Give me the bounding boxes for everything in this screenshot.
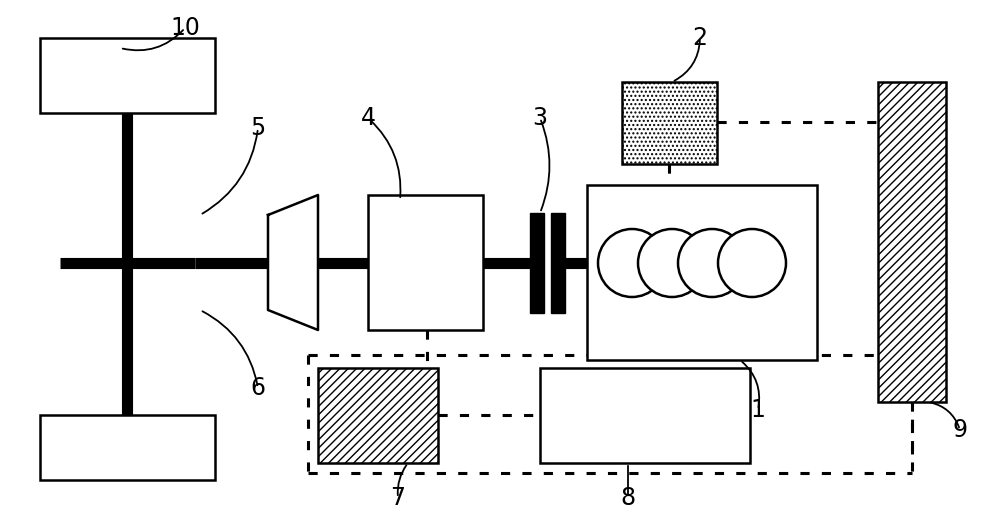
Bar xyxy=(622,82,717,164)
Polygon shape xyxy=(268,195,318,330)
Text: 1: 1 xyxy=(751,398,765,422)
Circle shape xyxy=(598,229,666,297)
Bar xyxy=(318,368,438,463)
Bar xyxy=(530,213,544,313)
Bar xyxy=(878,82,946,402)
Bar xyxy=(551,213,565,313)
Text: 3: 3 xyxy=(532,106,548,130)
Circle shape xyxy=(718,229,786,297)
Bar xyxy=(587,185,817,360)
Text: 8: 8 xyxy=(620,486,636,510)
Text: 2: 2 xyxy=(692,26,708,50)
Text: 9: 9 xyxy=(952,418,968,442)
Circle shape xyxy=(638,229,706,297)
Bar xyxy=(40,415,215,480)
Bar xyxy=(40,38,215,113)
Circle shape xyxy=(678,229,746,297)
Text: 4: 4 xyxy=(360,106,376,130)
Bar xyxy=(540,368,750,463)
Text: 10: 10 xyxy=(170,16,200,40)
Bar xyxy=(368,195,483,330)
Text: 6: 6 xyxy=(250,376,266,400)
Text: 7: 7 xyxy=(390,486,406,510)
Text: 5: 5 xyxy=(250,116,266,140)
